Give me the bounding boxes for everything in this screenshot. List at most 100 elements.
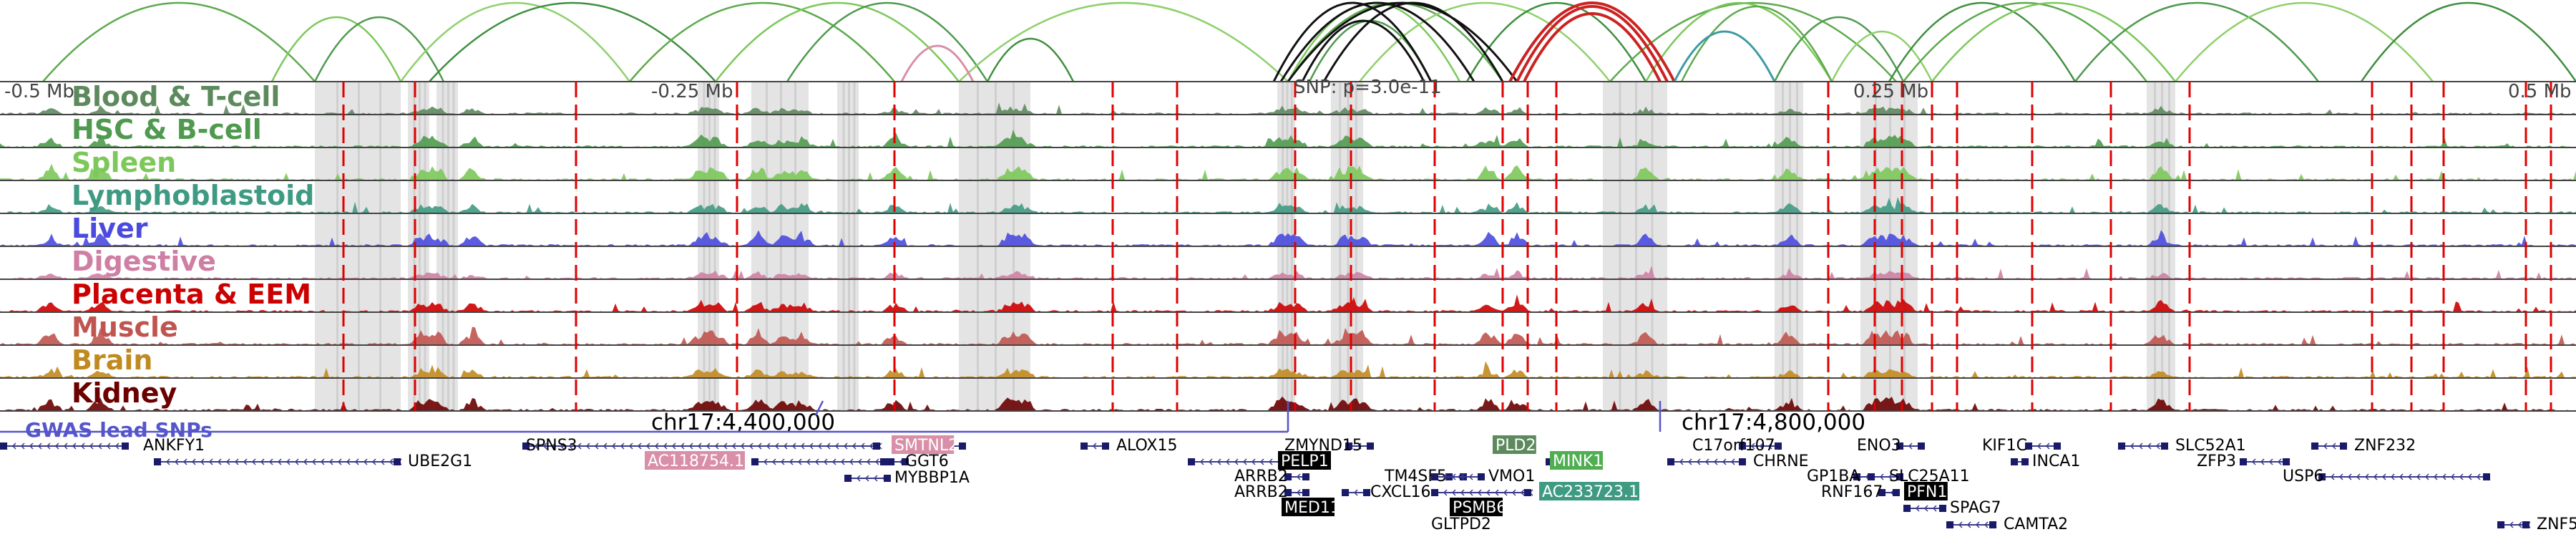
gene-strand-arrow xyxy=(2251,458,2256,465)
gene-strand-arrow xyxy=(1494,489,1499,496)
gene-exon xyxy=(1739,442,1746,450)
gene-strand-arrow xyxy=(2268,458,2273,465)
gene-strand-arrow xyxy=(277,458,282,465)
track-label: Liver xyxy=(72,213,148,244)
gene-exon xyxy=(959,442,966,450)
gene-strand-arrow xyxy=(2441,473,2446,480)
gene-label: PELP1 xyxy=(1281,453,1329,470)
gene-strand-arrow xyxy=(1687,458,1692,465)
loop-arc xyxy=(2175,1,2434,82)
gene-exon xyxy=(2340,442,2347,450)
gene-label: ZFP3 xyxy=(2197,453,2236,470)
loop-arc xyxy=(1359,1,1611,82)
gene-strand-arrow xyxy=(346,458,351,465)
axis-tick-label: -0.5 Mb xyxy=(4,81,74,102)
gene-strand-arrow xyxy=(1225,458,1230,465)
gene-strand-arrow xyxy=(97,442,102,450)
gene-label: SPNS3 xyxy=(526,437,577,455)
gene-strand-arrow xyxy=(200,458,205,465)
gene-strand-arrow xyxy=(731,442,736,450)
gwas-label: GWAS lead SNPs xyxy=(25,418,213,442)
gene-strand-arrow xyxy=(20,442,25,450)
gene-exon xyxy=(1188,458,1195,465)
gene-strand-arrow xyxy=(2373,473,2378,480)
gene-exon xyxy=(1775,442,1782,450)
gwas-lead-snps: GWAS lead SNPs chr17:4,400,000 chr17:4,8… xyxy=(0,400,1865,442)
gene-exon xyxy=(1080,442,1088,450)
gene-label: ALOX15 xyxy=(1116,437,1178,455)
gene-strand-arrow xyxy=(874,458,879,465)
gene-exon xyxy=(1363,489,1370,496)
gene-strand-arrow xyxy=(1908,442,1913,450)
gene-strand-arrow xyxy=(2347,473,2352,480)
gene-strand-arrow xyxy=(2381,473,2386,480)
gene-label: USP6 xyxy=(2283,468,2323,485)
track-label: Blood & T-cell xyxy=(72,81,280,112)
gene-strand-arrow xyxy=(706,442,711,450)
gene-label: PLD2 xyxy=(1496,437,1536,455)
gene-strand-arrow xyxy=(774,442,779,450)
loop-arc xyxy=(1301,19,1425,82)
gene-exon xyxy=(522,442,530,450)
gene-label-box xyxy=(892,435,955,454)
gene-strand-arrow xyxy=(823,458,828,465)
gene-exon xyxy=(2011,458,2018,465)
loop-arc xyxy=(1644,1,1833,82)
gene-strand-arrow xyxy=(217,458,222,465)
gene-strand-arrow xyxy=(873,475,878,482)
gene-label: SMTNL2 xyxy=(894,437,958,455)
gene-strand-arrow xyxy=(1443,473,1448,480)
gene-exon xyxy=(751,458,758,465)
gene-exon xyxy=(122,442,129,450)
gene-strand-arrow xyxy=(766,442,771,450)
gene-label-box xyxy=(1493,435,1536,454)
gene-exon xyxy=(1478,473,1485,480)
gene-strand-arrow xyxy=(243,458,248,465)
gene-exon xyxy=(1302,489,1309,496)
gene-strand-arrow xyxy=(1268,458,1273,465)
gene-strand-arrow xyxy=(2467,473,2472,480)
gene-strand-arrow xyxy=(1208,458,1213,465)
gene-exon xyxy=(1524,489,1531,496)
coord-right-label: chr17:4,800,000 xyxy=(1682,410,1865,435)
gene-strand-arrow xyxy=(783,442,788,450)
gene-strand-arrow xyxy=(328,458,333,465)
gene-label-box xyxy=(1450,498,1503,516)
gene-strand-arrow xyxy=(1713,458,1718,465)
track-label: Digestive xyxy=(72,246,216,277)
loop-arc xyxy=(629,1,895,82)
gene-exon xyxy=(2118,442,2125,450)
gene-strand-arrow xyxy=(771,458,776,465)
loop-arc xyxy=(1508,1,1676,82)
loop-arc xyxy=(1287,1,1518,82)
gene-strand-arrow xyxy=(389,458,394,465)
gene-strand-arrow xyxy=(663,442,668,450)
axis-tick-label: 0.5 Mb xyxy=(2508,81,2572,102)
gene-strand-arrow xyxy=(864,475,869,482)
gene-label: MYBBP1A xyxy=(894,469,970,487)
loop-arc xyxy=(1523,12,1662,82)
gene-label-box xyxy=(645,451,745,470)
gene-exon xyxy=(1367,442,1374,450)
gene-strand-arrow xyxy=(1296,489,1301,496)
gene-strand-arrow xyxy=(1730,458,1735,465)
loop-arc xyxy=(1931,1,2176,82)
gene-exon xyxy=(154,458,161,465)
gene-strand-arrow xyxy=(2138,442,2143,450)
gene-strand-arrow xyxy=(814,458,819,465)
gene-strand-arrow xyxy=(106,442,111,450)
gene-strand-arrow xyxy=(2407,473,2412,480)
gene-label: ZNF232 xyxy=(2354,437,2416,455)
track-label: Kidney xyxy=(72,377,177,409)
gene-strand-arrow xyxy=(29,442,34,450)
gene-label: KIF1C xyxy=(1982,437,2027,455)
gene-strand-arrow xyxy=(363,458,368,465)
gene-strand-arrow xyxy=(1975,521,1980,528)
gene-label: ENO3 xyxy=(1857,437,1901,455)
gene-strand-arrow xyxy=(843,442,848,450)
snp-marker-lines xyxy=(342,82,2552,411)
gene-label: ZNF594 xyxy=(2537,516,2576,533)
gene-strand-arrow xyxy=(860,442,865,450)
gene-label: CAMTA2 xyxy=(2004,516,2068,533)
